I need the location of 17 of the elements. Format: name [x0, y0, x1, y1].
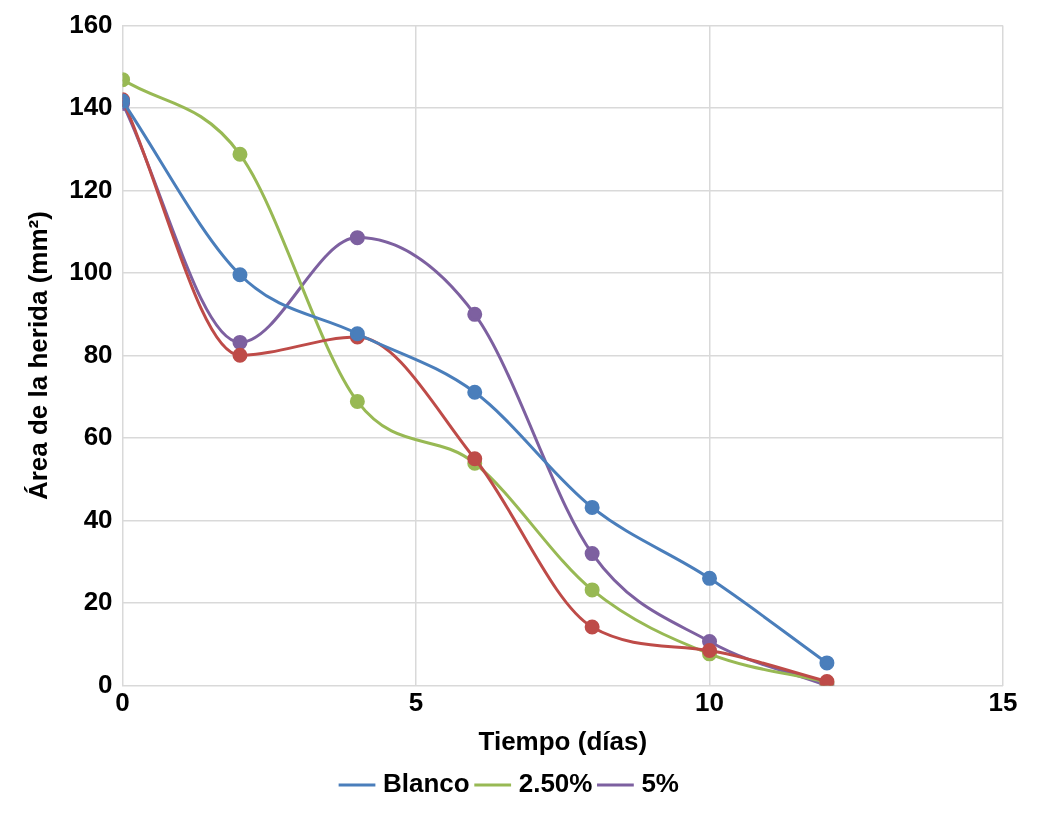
- y-tick-label: 80: [83, 338, 113, 369]
- x-axis-title: Tiempo (días): [478, 725, 648, 756]
- y-tick-label: 140: [69, 91, 113, 122]
- y-tick-label: 60: [83, 421, 113, 452]
- y-tick-label: 120: [69, 173, 113, 204]
- y-tick-label: 160: [69, 8, 113, 39]
- y-tick-label: 20: [83, 586, 113, 617]
- legend-label: Blanco: [383, 768, 470, 799]
- y-tick-label: 100: [69, 256, 113, 287]
- y-axis-title: Área de la herida (mm²): [22, 211, 53, 501]
- legend-label: 5%: [641, 768, 679, 799]
- x-tick-label: 15: [988, 687, 1018, 718]
- y-tick-label: 40: [83, 503, 113, 534]
- legend-label: 2.50%: [518, 768, 593, 799]
- y-tick-label: 0: [98, 668, 113, 699]
- x-tick-label: 5: [408, 687, 424, 718]
- x-tick-label: 10: [695, 687, 724, 718]
